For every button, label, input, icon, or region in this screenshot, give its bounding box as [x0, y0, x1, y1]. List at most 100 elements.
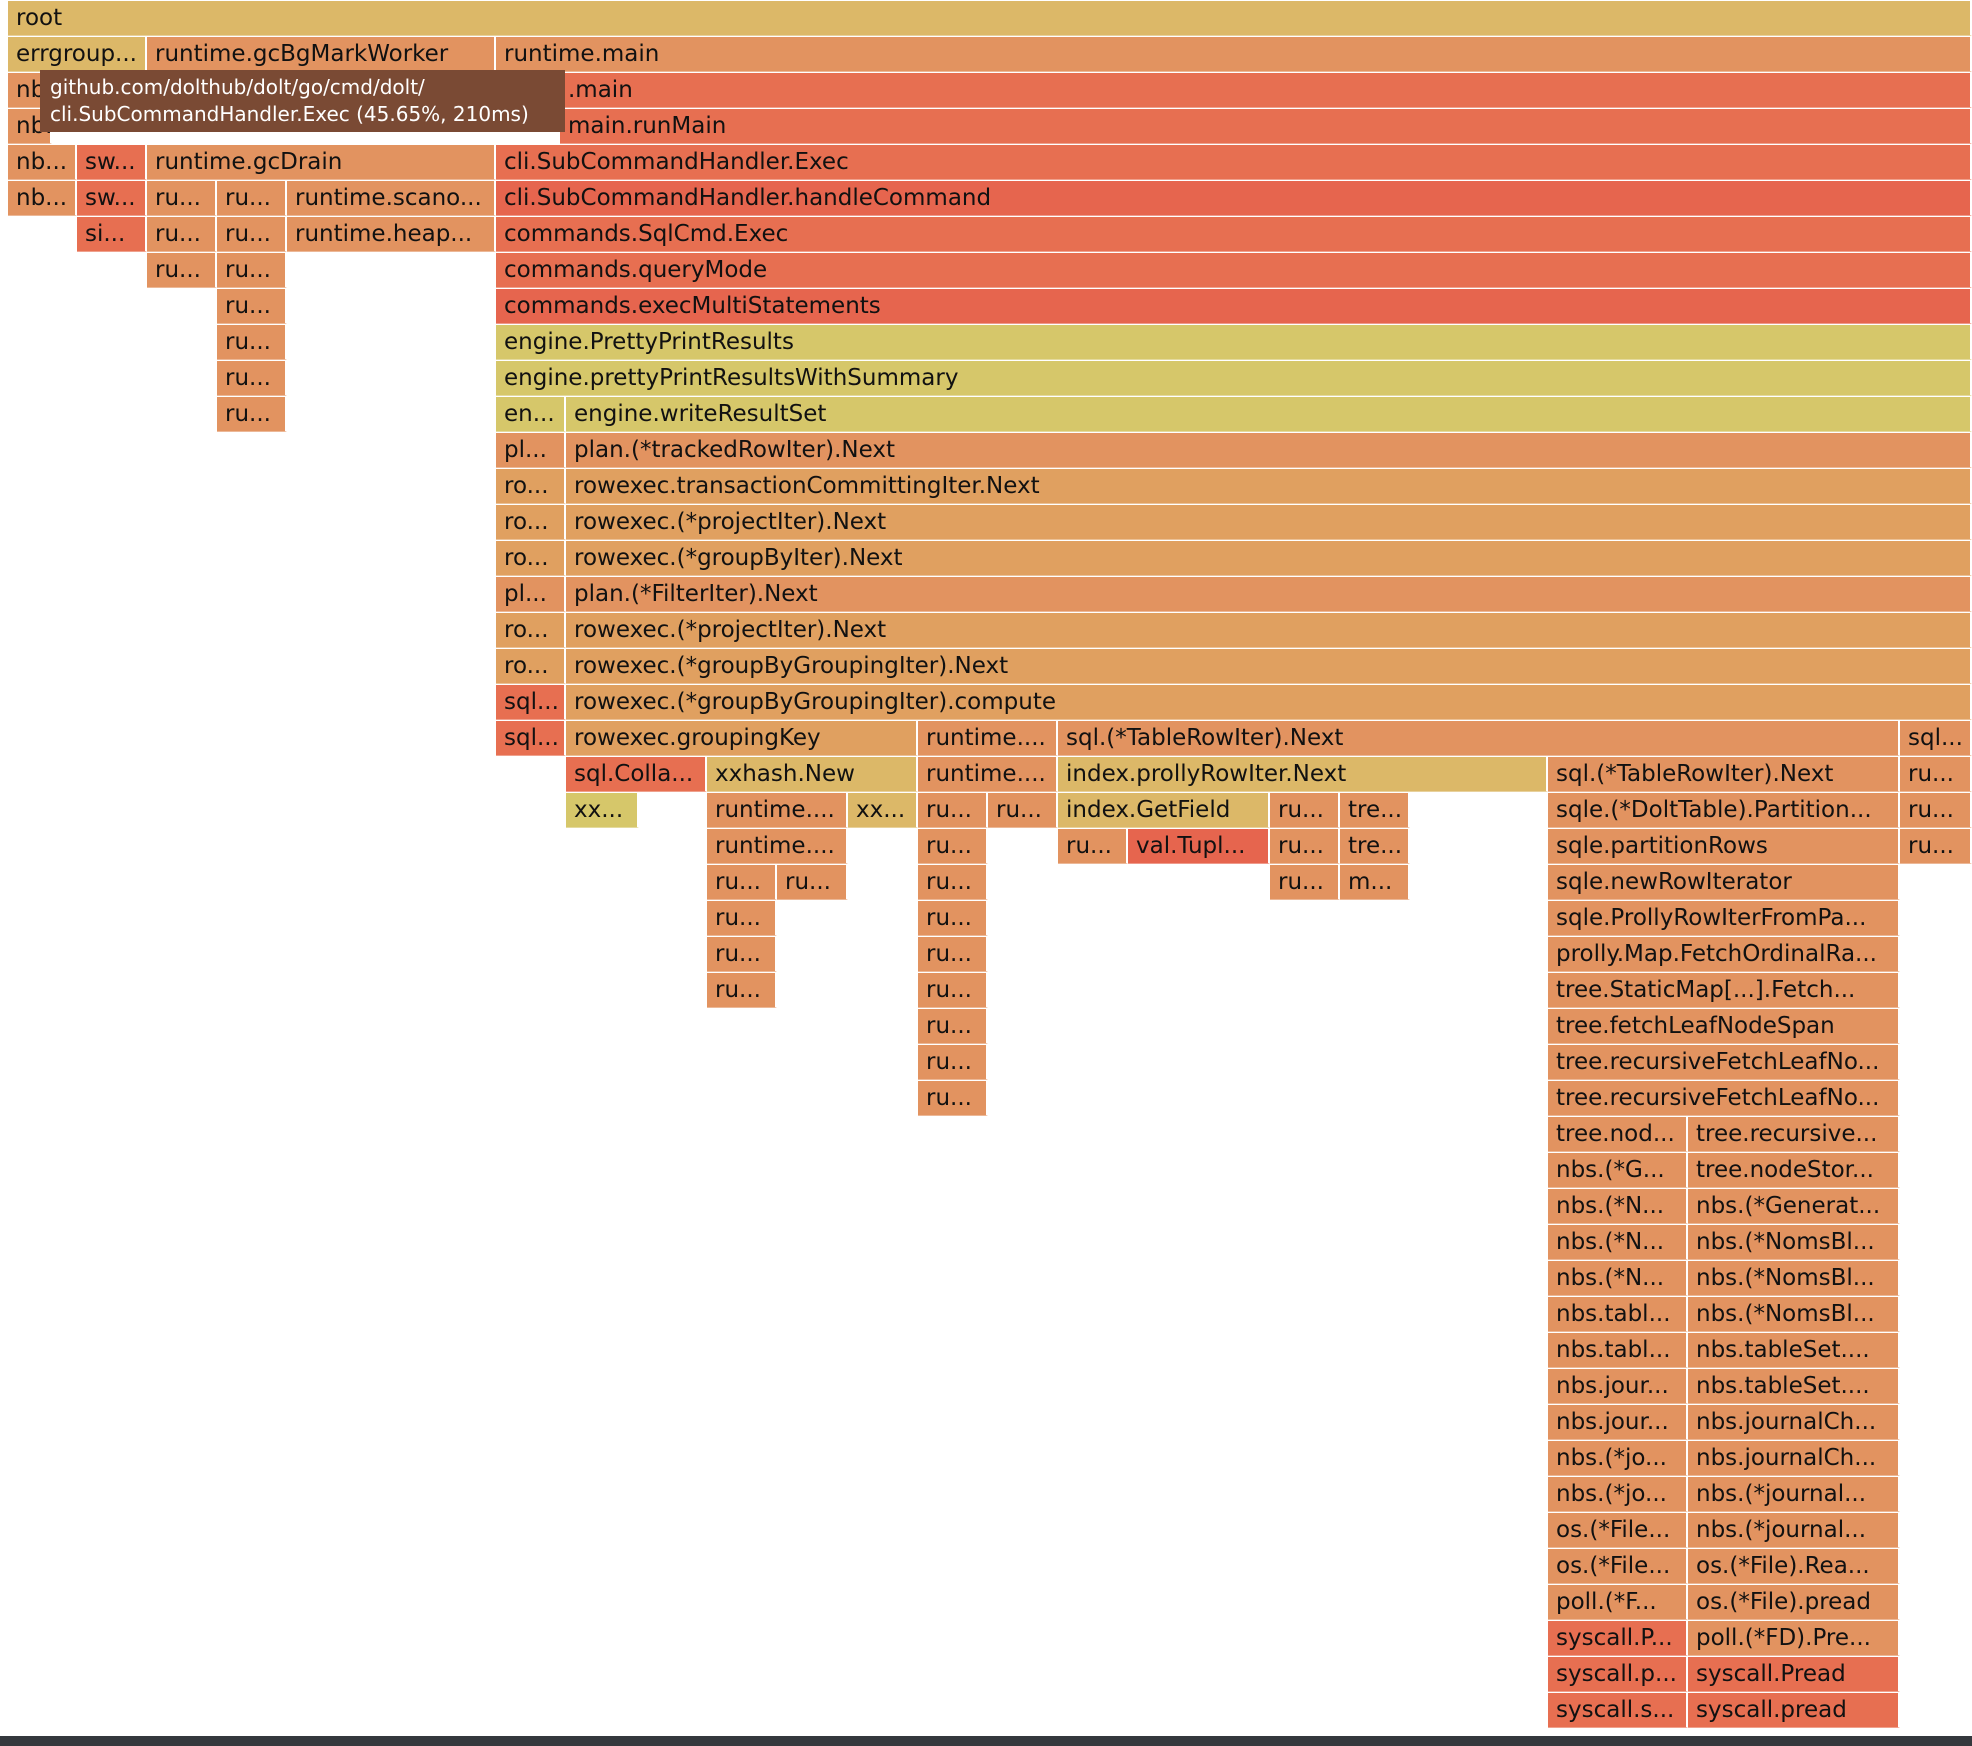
flame-frame[interactable]: plan.(*FilterIter).Next [566, 577, 1972, 612]
flame-frame[interactable]: poll.(*F... [1548, 1585, 1688, 1620]
flame-frame[interactable]: syscall.s... [1548, 1693, 1688, 1728]
flame-frame[interactable]: runtime.gcBgMarkWorker [147, 37, 496, 72]
flame-frame[interactable]: nbs.tableSet.... [1688, 1333, 1900, 1368]
flame-frame[interactable]: root [8, 1, 1972, 36]
bottom-scrollbar[interactable] [0, 1736, 1972, 1746]
flame-frame[interactable]: ru... [707, 901, 777, 936]
flame-frame[interactable]: .main [560, 73, 1972, 108]
flame-frame[interactable]: nbs.(*journal... [1688, 1477, 1900, 1512]
flame-frame[interactable]: tree.recursive... [1688, 1117, 1900, 1152]
flame-frame[interactable]: nbs.(*NomsBl... [1688, 1261, 1900, 1296]
flame-frame[interactable]: nbs.(*G... [1548, 1153, 1688, 1188]
flame-frame[interactable]: nbs.(*jo... [1548, 1441, 1688, 1476]
flame-frame[interactable]: ru... [217, 253, 287, 288]
flame-frame[interactable]: rowexec.(*projectIter).Next [566, 613, 1972, 648]
flame-frame[interactable]: pl... [496, 433, 566, 468]
flame-frame[interactable]: ru... [707, 865, 777, 900]
flame-frame[interactable]: sqle.newRowIterator [1548, 865, 1900, 900]
flame-frame[interactable]: ru... [1900, 829, 1972, 864]
flame-frame[interactable]: ru... [217, 325, 287, 360]
flame-frame[interactable]: xx... [848, 793, 918, 828]
flame-frame[interactable]: ru... [918, 1081, 988, 1116]
flame-frame[interactable]: tree.nod... [1548, 1117, 1688, 1152]
flame-frame[interactable]: syscall.P... [1548, 1621, 1688, 1656]
flame-frame[interactable]: engine.writeResultSet [566, 397, 1972, 432]
flame-frame[interactable]: ru... [1270, 793, 1340, 828]
flame-frame[interactable]: sql... [496, 685, 566, 720]
flame-frame[interactable]: runtime.... [707, 829, 848, 864]
flame-frame[interactable]: nbs.jour... [1548, 1405, 1688, 1440]
flame-frame[interactable]: nbs.tabl... [1548, 1297, 1688, 1332]
flame-frame[interactable]: ru... [147, 217, 217, 252]
flame-frame[interactable]: ru... [707, 937, 777, 972]
flame-frame[interactable]: plan.(*trackedRowIter).Next [566, 433, 1972, 468]
flame-frame[interactable]: rowexec.transactionCommittingIter.Next [566, 469, 1972, 504]
flame-frame[interactable]: ro... [496, 613, 566, 648]
flame-frame[interactable]: rowexec.groupingKey [566, 721, 918, 756]
flame-frame[interactable]: rowexec.(*groupByGroupingIter).compute [566, 685, 1972, 720]
flame-frame[interactable]: ro... [496, 505, 566, 540]
flame-frame[interactable]: rowexec.(*projectIter).Next [566, 505, 1972, 540]
flame-frame[interactable]: sw... [77, 181, 147, 216]
flame-frame[interactable]: nbs.tableSet.... [1688, 1369, 1900, 1404]
flame-frame[interactable]: nbs.(*NomsBl... [1688, 1297, 1900, 1332]
flame-frame[interactable]: sql... [1900, 721, 1972, 756]
flame-frame[interactable]: cli.SubCommandHandler.handleCommand [496, 181, 1972, 216]
flame-frame[interactable]: en... [496, 397, 566, 432]
flame-frame[interactable]: pl... [496, 577, 566, 612]
flame-frame[interactable]: val.Tupl... [1128, 829, 1270, 864]
flame-frame[interactable]: xx... [566, 793, 639, 828]
flame-frame[interactable]: sql.(*TableRowIter).Next [1548, 757, 1900, 792]
flame-frame[interactable]: errgroup... [8, 37, 147, 72]
flame-frame[interactable]: os.(*File... [1548, 1513, 1688, 1548]
flame-frame[interactable]: ru... [217, 289, 287, 324]
flame-frame[interactable]: sqle.(*DoltTable).Partition... [1548, 793, 1900, 828]
flame-frame[interactable]: nbs.(*Generat... [1688, 1189, 1900, 1224]
flame-frame[interactable]: os.(*File).pread [1688, 1585, 1900, 1620]
flame-frame[interactable]: main.runMain [560, 109, 1972, 144]
flame-frame[interactable]: ro... [496, 469, 566, 504]
flame-frame[interactable]: os.(*File).Rea... [1688, 1549, 1900, 1584]
flame-frame[interactable]: ru... [217, 181, 287, 216]
flame-frame[interactable]: nbs.jour... [1548, 1369, 1688, 1404]
flame-frame[interactable]: poll.(*FD).Pre... [1688, 1621, 1900, 1656]
flame-frame[interactable]: runtime.... [918, 757, 1058, 792]
flame-frame[interactable]: ru... [777, 865, 848, 900]
flame-frame[interactable]: sqle.ProllyRowIterFromPa... [1548, 901, 1900, 936]
flame-frame[interactable]: nbs.(*N... [1548, 1225, 1688, 1260]
flame-frame[interactable]: ru... [918, 829, 988, 864]
flame-frame[interactable]: index.prollyRowIter.Next [1058, 757, 1548, 792]
flame-frame[interactable]: runtime.gcDrain [147, 145, 496, 180]
flame-frame[interactable]: nbs.(*N... [1548, 1261, 1688, 1296]
flame-frame[interactable]: syscall.Pread [1688, 1657, 1900, 1692]
flame-frame[interactable]: nbs.(*N... [1548, 1189, 1688, 1224]
flame-frame[interactable]: rowexec.(*groupByIter).Next [566, 541, 1972, 576]
flame-frame[interactable]: runtime.... [918, 721, 1058, 756]
flame-frame[interactable]: sql.(*TableRowIter).Next [1058, 721, 1900, 756]
flame-frame[interactable]: syscall.p... [1548, 1657, 1688, 1692]
flame-frame[interactable]: ru... [217, 397, 287, 432]
flame-frame[interactable]: sql... [496, 721, 566, 756]
flame-frame[interactable]: tre... [1340, 793, 1410, 828]
flame-frame[interactable]: sql.Colla... [566, 757, 707, 792]
flame-frame[interactable]: syscall.pread [1688, 1693, 1900, 1728]
flame-frame[interactable]: ro... [496, 649, 566, 684]
flame-frame[interactable]: ru... [1058, 829, 1128, 864]
flame-frame[interactable]: prolly.Map.FetchOrdinalRa... [1548, 937, 1900, 972]
flame-frame[interactable]: ru... [147, 181, 217, 216]
flame-frame[interactable]: runtime.heap... [287, 217, 496, 252]
flame-frame[interactable]: ru... [988, 793, 1058, 828]
flame-frame[interactable]: ru... [918, 1009, 988, 1044]
flame-frame[interactable]: nbs.(*journal... [1688, 1513, 1900, 1548]
flame-frame[interactable]: sqle.partitionRows [1548, 829, 1900, 864]
flame-frame[interactable]: si... [77, 217, 147, 252]
flame-frame[interactable]: tree.recursiveFetchLeafNo... [1548, 1081, 1900, 1116]
flame-frame[interactable]: ru... [1270, 829, 1340, 864]
flame-frame[interactable]: nbs.(*jo... [1548, 1477, 1688, 1512]
flame-frame[interactable]: ru... [1270, 865, 1340, 900]
flame-frame[interactable]: nb... [8, 181, 77, 216]
flame-frame[interactable]: ru... [918, 865, 988, 900]
flame-frame[interactable]: nbs.(*NomsBl... [1688, 1225, 1900, 1260]
flame-frame[interactable]: tree.nodeStor... [1688, 1153, 1900, 1188]
flame-frame[interactable]: tre... [1340, 829, 1410, 864]
